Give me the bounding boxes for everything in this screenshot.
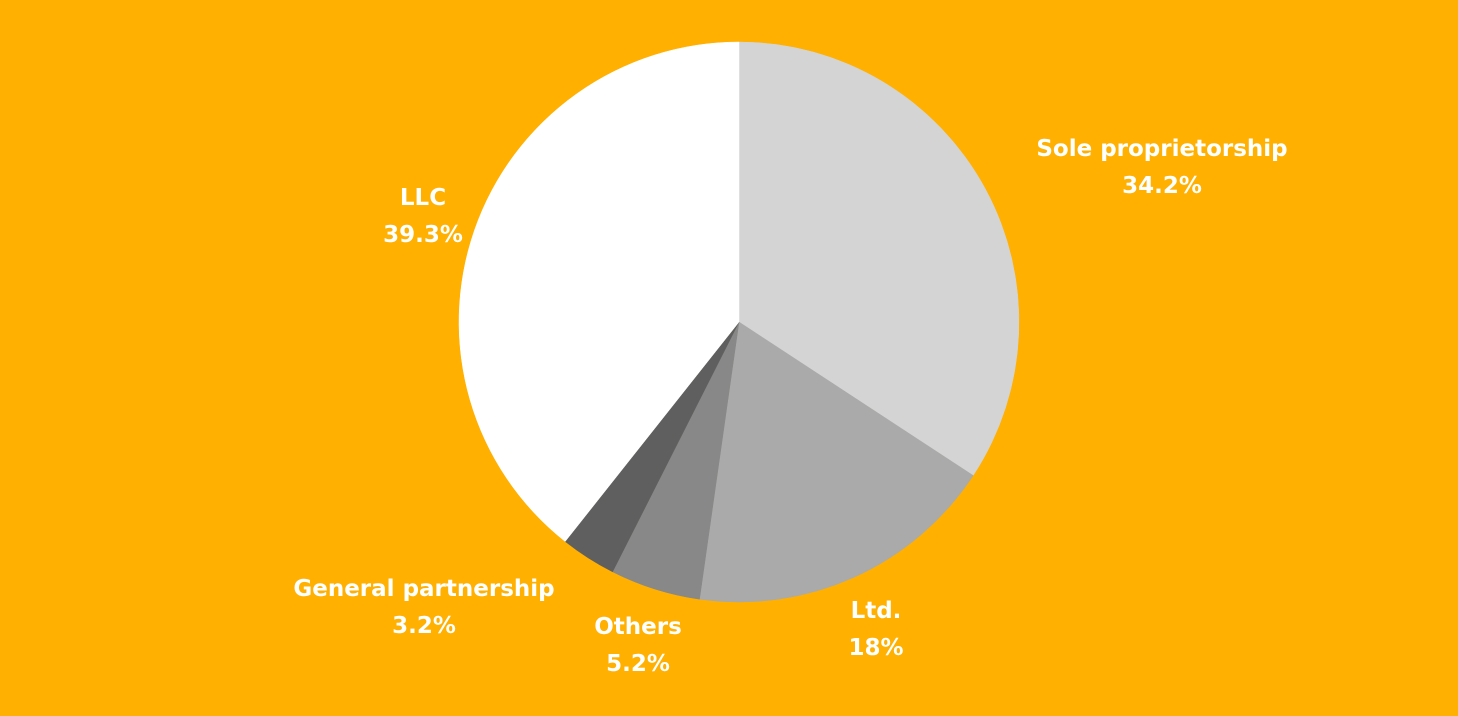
slice-label-sole-proprietorship: Sole proprietorship <box>1036 136 1287 162</box>
pie-slice-sole-proprietorship <box>738 41 1020 476</box>
slice-value-llc: 39.3% <box>383 222 463 248</box>
slice-value-others: 5.2% <box>606 651 670 677</box>
pie-slices <box>458 41 1020 603</box>
slice-value-sole-proprietorship: 34.2% <box>1122 173 1202 199</box>
slice-label-llc: LLC <box>400 185 446 211</box>
slice-label-others: Others <box>594 614 682 640</box>
slice-labels: Sole proprietorship 34.2% Ltd. 18% Others 5.2… <box>293 136 1287 677</box>
pie-slice-llc <box>458 41 740 542</box>
slice-label-general-partnership: General partnership <box>293 576 554 602</box>
pie-slice-ltd <box>699 321 974 603</box>
slice-label-ltd: Ltd. <box>851 598 902 624</box>
slice-value-ltd: 18% <box>848 635 903 661</box>
slice-value-general-partnership: 3.2% <box>392 613 456 639</box>
